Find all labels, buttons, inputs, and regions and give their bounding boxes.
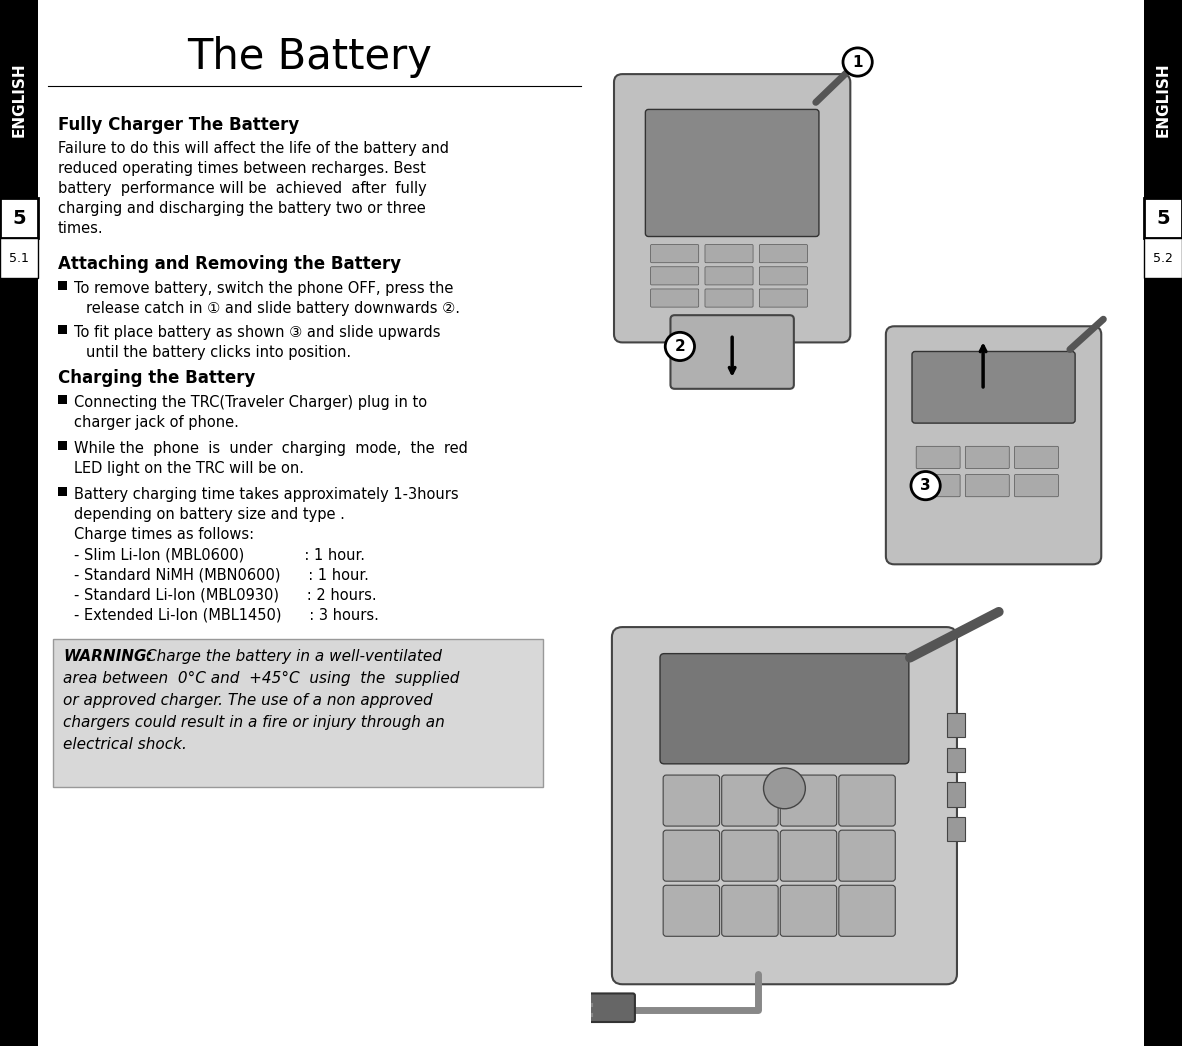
Text: Charging the Battery: Charging the Battery	[58, 369, 255, 387]
Bar	[53, 639, 543, 787]
Text: WARNING:: WARNING:	[63, 649, 152, 664]
FancyBboxPatch shape	[722, 885, 778, 936]
Text: ENGLISH: ENGLISH	[1156, 63, 1170, 137]
FancyBboxPatch shape	[780, 831, 837, 881]
Text: chargers could result in a fire or injury through an: chargers could result in a fire or injur…	[63, 715, 444, 730]
Circle shape	[911, 472, 940, 500]
Text: The Battery: The Battery	[188, 36, 433, 78]
Text: 5.2: 5.2	[1154, 251, 1173, 265]
Text: - Extended Li-Ion (MBL1450)      : 3 hours.: - Extended Li-Ion (MBL1450) : 3 hours.	[74, 607, 379, 622]
FancyBboxPatch shape	[650, 245, 699, 263]
Text: depending on battery size and type .: depending on battery size and type .	[74, 507, 345, 522]
Bar	[947, 817, 966, 841]
FancyBboxPatch shape	[704, 267, 753, 285]
FancyBboxPatch shape	[759, 245, 807, 263]
Text: 5: 5	[12, 208, 26, 227]
Text: until the battery clicks into position.: until the battery clicks into position.	[86, 345, 351, 360]
FancyBboxPatch shape	[839, 775, 895, 826]
FancyBboxPatch shape	[660, 654, 909, 764]
Text: Failure to do this will affect the life of the battery and: Failure to do this will affect the life …	[58, 141, 449, 156]
FancyBboxPatch shape	[589, 994, 635, 1022]
Bar	[1144, 0, 1182, 1046]
FancyBboxPatch shape	[613, 74, 850, 342]
Text: Charge times as follows:: Charge times as follows:	[74, 527, 254, 542]
Text: - Slim Li-Ion (MBL0600)             : 1 hour.: - Slim Li-Ion (MBL0600) : 1 hour.	[74, 547, 365, 562]
Text: charging and discharging the battery two or three: charging and discharging the battery two…	[58, 201, 426, 217]
Bar	[58, 325, 67, 334]
Bar	[0, 198, 38, 238]
Text: To fit place battery as shown ③ and slide upwards: To fit place battery as shown ③ and slid…	[74, 325, 441, 340]
Bar	[947, 748, 966, 772]
FancyBboxPatch shape	[916, 447, 960, 469]
Bar	[58, 441, 67, 450]
Text: Connecting the TRC(Traveler Charger) plug in to: Connecting the TRC(Traveler Charger) plu…	[74, 395, 427, 410]
FancyBboxPatch shape	[759, 289, 807, 308]
FancyBboxPatch shape	[704, 289, 753, 308]
Text: electrical shock.: electrical shock.	[63, 737, 187, 752]
Text: 1: 1	[852, 54, 863, 69]
Text: area between  0°C and  +45°C  using  the  supplied: area between 0°C and +45°C using the sup…	[63, 670, 460, 686]
Bar	[0, 0, 38, 1046]
FancyBboxPatch shape	[663, 885, 720, 936]
FancyBboxPatch shape	[759, 267, 807, 285]
Text: Battery charging time takes approximately 1-3hours: Battery charging time takes approximatel…	[74, 487, 459, 502]
Text: ENGLISH: ENGLISH	[12, 63, 26, 137]
Bar	[0, 238, 38, 278]
FancyBboxPatch shape	[885, 326, 1102, 565]
Text: 3: 3	[921, 478, 931, 493]
FancyBboxPatch shape	[1014, 475, 1058, 497]
FancyBboxPatch shape	[612, 628, 957, 984]
FancyBboxPatch shape	[913, 351, 1076, 423]
FancyBboxPatch shape	[670, 315, 794, 389]
FancyBboxPatch shape	[650, 289, 699, 308]
Circle shape	[764, 768, 805, 809]
FancyBboxPatch shape	[663, 831, 720, 881]
FancyBboxPatch shape	[722, 831, 778, 881]
FancyBboxPatch shape	[650, 267, 699, 285]
Bar	[58, 487, 67, 496]
FancyBboxPatch shape	[780, 775, 837, 826]
Bar	[58, 395, 67, 404]
Text: times.: times.	[58, 221, 104, 236]
Bar	[1144, 238, 1182, 278]
Bar	[58, 281, 67, 290]
Circle shape	[665, 333, 695, 361]
FancyBboxPatch shape	[1014, 447, 1058, 469]
Text: 2: 2	[675, 339, 686, 354]
Bar	[947, 782, 966, 806]
Text: - Standard NiMH (MBN0600)      : 1 hour.: - Standard NiMH (MBN0600) : 1 hour.	[74, 567, 369, 582]
Text: 5: 5	[1156, 208, 1170, 227]
Text: Fully Charger The Battery: Fully Charger The Battery	[58, 116, 299, 134]
Text: To remove battery, switch the phone OFF, press the: To remove battery, switch the phone OFF,…	[74, 281, 454, 296]
Text: While the  phone  is  under  charging  mode,  the  red: While the phone is under charging mode, …	[74, 441, 468, 456]
Text: Charge the battery in a well-ventilated: Charge the battery in a well-ventilated	[147, 649, 442, 664]
Bar	[1144, 198, 1182, 238]
Text: reduced operating times between recharges. Best: reduced operating times between recharge…	[58, 161, 426, 176]
FancyBboxPatch shape	[645, 110, 819, 236]
Text: 5.1: 5.1	[9, 251, 28, 265]
FancyBboxPatch shape	[966, 475, 1009, 497]
FancyBboxPatch shape	[663, 775, 720, 826]
FancyBboxPatch shape	[966, 447, 1009, 469]
Text: charger jack of phone.: charger jack of phone.	[74, 415, 239, 430]
Text: LED light on the TRC will be on.: LED light on the TRC will be on.	[74, 461, 304, 476]
Text: - Standard Li-Ion (MBL0930)      : 2 hours.: - Standard Li-Ion (MBL0930) : 2 hours.	[74, 587, 377, 602]
Circle shape	[843, 48, 872, 76]
Text: release catch in ① and slide battery downwards ②.: release catch in ① and slide battery dow…	[86, 301, 460, 316]
FancyBboxPatch shape	[839, 831, 895, 881]
FancyBboxPatch shape	[722, 775, 778, 826]
FancyBboxPatch shape	[916, 475, 960, 497]
Text: battery  performance will be  achieved  after  fully: battery performance will be achieved aft…	[58, 181, 427, 196]
Text: or approved charger. The use of a non approved: or approved charger. The use of a non ap…	[63, 693, 433, 708]
FancyBboxPatch shape	[780, 885, 837, 936]
FancyBboxPatch shape	[839, 885, 895, 936]
Bar	[947, 712, 966, 737]
FancyBboxPatch shape	[704, 245, 753, 263]
Text: Attaching and Removing the Battery: Attaching and Removing the Battery	[58, 255, 401, 273]
